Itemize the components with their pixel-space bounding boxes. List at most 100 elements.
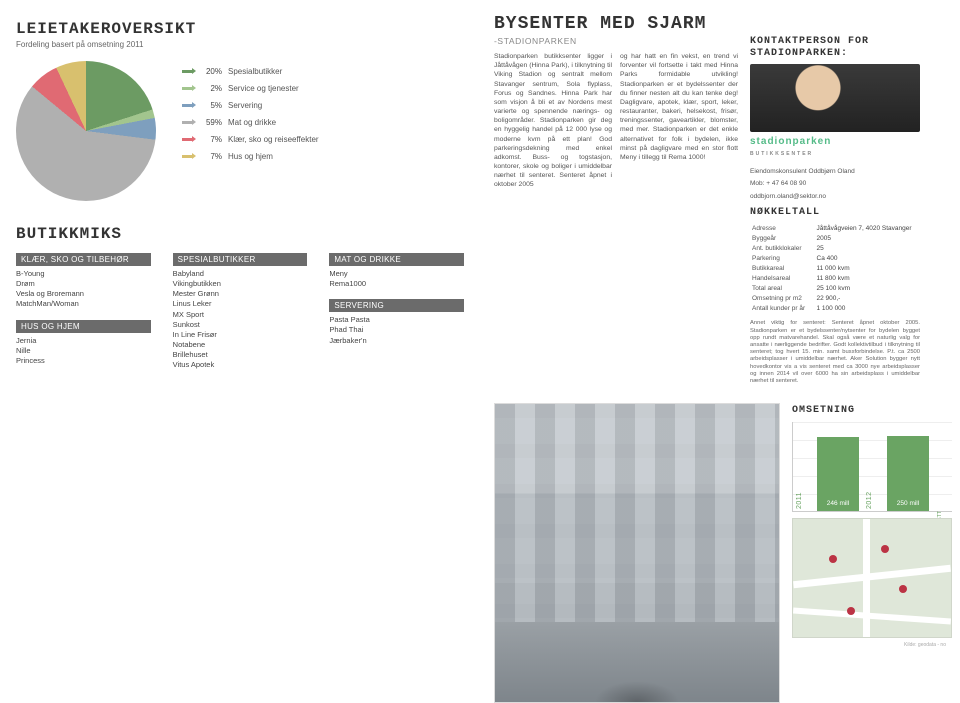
left-page: LEIETAKEROVERSIKT Fordeling basert på om… [0, 0, 480, 654]
nk-key: Adresse [752, 224, 809, 232]
legend-pct: 7% [198, 152, 222, 161]
nokkeltall-note: Annet viktig for senteret: Senteret åpne… [750, 320, 920, 385]
legend-pct: 2% [198, 84, 222, 93]
legend-row: 7% Hus og hjem [182, 152, 319, 161]
butikkmiks-title: BUTIKKMIKS [16, 225, 464, 243]
omsetning-chart: 2011246 mill 2012BUDSJETT250 mill [792, 422, 952, 512]
brand-sub: BUTIKKSENTER [750, 151, 813, 157]
nk-key: Total areal [752, 284, 809, 292]
left-title: LEIETAKEROVERSIKT [16, 20, 464, 38]
category-item: Notabene [173, 340, 308, 350]
category-item: Nille [16, 346, 151, 356]
category-item: Pasta Pasta [329, 315, 464, 325]
table-row: AdresseJåttåvågveien 7, 4020 Stavanger [752, 224, 918, 232]
legend-label: Mat og drikke [228, 118, 276, 127]
table-row: Ant. butikklokaler25 [752, 244, 918, 252]
hero-text-block: -STADIONPARKEN Stadionparken butikksente… [494, 36, 738, 385]
nk-val: 25 [811, 244, 919, 252]
omsetning-heading: OMSETNING [792, 405, 952, 416]
page: LEIETAKEROVERSIKT Fordeling basert på om… [0, 0, 960, 654]
legend-swatch [182, 70, 192, 73]
nk-val: Jåttåvågveien 7, 4020 Stavanger [811, 224, 919, 232]
contact-photo [750, 64, 920, 132]
category-item: Vitus Apotek [173, 360, 308, 370]
category-title: MAT OG DRIKKE [329, 253, 464, 266]
nk-val: 25 100 kvm [811, 284, 919, 292]
sidebar: KONTAKTPERSON FOR STADIONPARKEN: stadion… [750, 36, 920, 385]
nk-val: 11 000 kvm [811, 264, 919, 272]
table-row: Antall kunder pr år1 100 000 [752, 304, 918, 312]
legend-row: 59% Mat og drikke [182, 118, 319, 127]
legend-row: 5%Servering [182, 101, 319, 110]
legend-pct: 7% [198, 135, 222, 144]
legend-row: 2%Service og tjenester [182, 84, 319, 93]
bar-label: 246 mill [827, 500, 849, 507]
legend-row: 7% Klær, sko og reiseeffekter [182, 135, 319, 144]
nk-key: Omsetning pr m2 [752, 294, 809, 302]
table-row: Total areal25 100 kvm [752, 284, 918, 292]
description-col-2: og har hatt en fin vekst, en trend vi fo… [620, 52, 738, 190]
category-item: Linus Leker [173, 299, 308, 309]
legend-swatch [182, 87, 192, 90]
pie-block: 20%Spesialbutikker 2%Service og tjenester… [16, 61, 464, 201]
contact-phone: Mob: + 47 64 08 90 [750, 180, 920, 188]
legend-label: Servering [228, 101, 262, 110]
contact-email: oddbjorn.oland@sektor.no [750, 193, 920, 201]
category-title: HUS OG HJEM [16, 320, 151, 333]
category-title: SERVERING [329, 299, 464, 312]
description-columns: Stadionparken butikksenter ligger i Jått… [494, 52, 738, 190]
hero-title: BYSENTER MED SJARM [494, 14, 946, 34]
footer-credit: Kilde: geodata - no [904, 642, 946, 648]
hero-subtitle: -STADIONPARKEN [494, 36, 738, 46]
category-item: MatchMan/Woman [16, 299, 151, 309]
category-list: Pasta PastaPhad ThaiJærbaker'n [329, 315, 464, 345]
category-item: MX Sport [173, 310, 308, 320]
description-col-1: Stadionparken butikksenter ligger i Jått… [494, 52, 612, 190]
category-item: Mester Grønn [173, 289, 308, 299]
category-item: Babyland [173, 269, 308, 279]
category-item: Princess [16, 356, 151, 366]
legend-swatch [182, 138, 192, 141]
right-page: BYSENTER MED SJARM -STADIONPARKEN Stadio… [480, 0, 960, 654]
legend-label: Hus og hjem [228, 152, 273, 161]
omsetning-bar: 2011246 mill [817, 437, 859, 511]
legend-swatch [182, 121, 192, 124]
legend-label: Klær, sko og reiseeffekter [228, 135, 319, 144]
category-item: B-Young [16, 269, 151, 279]
table-row: Omsetning pr m222 900,- [752, 294, 918, 302]
location-map [792, 518, 952, 638]
legend-label: Spesialbutikker [228, 67, 282, 76]
category-item: Meny [329, 269, 464, 279]
category-item: Jernia [16, 336, 151, 346]
legend-pct: 59% [198, 118, 222, 127]
category-list: MenyRema1000 [329, 269, 464, 289]
nk-val: 2005 [811, 234, 919, 242]
category-item: Jærbaker'n [329, 336, 464, 346]
contact-heading: KONTAKTPERSON FOR STADIONPARKEN: [750, 36, 920, 60]
category-item: Vikingbutikken [173, 279, 308, 289]
right-lower: OMSETNING 2011246 mill2012BUDSJETT250 mi… [494, 393, 946, 703]
brand-logo: stadionparken BUTIKKSENTER [750, 136, 920, 158]
omsetning-bar: 2012BUDSJETT250 mill [887, 436, 929, 511]
pie-chart [16, 61, 156, 201]
butikkmiks-columns: KLÆR, SKO OG TILBEHØR B-YoungDrømVesla og… [16, 253, 464, 380]
building-photo [494, 403, 780, 703]
mix-column: MAT OG DRIKKE MenyRema1000 SERVERING Pasta … [329, 253, 464, 380]
table-row: Byggeår2005 [752, 234, 918, 242]
nk-key: Antall kunder pr år [752, 304, 809, 312]
category-item: In Line Frisør [173, 330, 308, 340]
legend-swatch [182, 104, 192, 107]
nk-key: Butikkareal [752, 264, 809, 272]
category-list: JerniaNillePrincess [16, 336, 151, 366]
charts-column: OMSETNING 2011246 mill 2012BUDSJETT250 mi… [792, 393, 952, 703]
table-row: Handelsareal11 800 kvm [752, 274, 918, 282]
mix-column: KLÆR, SKO OG TILBEHØR B-YoungDrømVesla og… [16, 253, 151, 380]
category-item: Sunkost [173, 320, 308, 330]
category-title: KLÆR, SKO OG TILBEHØR [16, 253, 151, 266]
legend-row: 20%Spesialbutikker [182, 67, 319, 76]
legend-swatch [182, 155, 192, 158]
nk-val: 11 800 kvm [811, 274, 919, 282]
building-column [494, 393, 780, 703]
category-list: B-YoungDrømVesla og BroremannMatchMan/Wo… [16, 269, 151, 310]
table-row: ParkeringCa 400 [752, 254, 918, 262]
